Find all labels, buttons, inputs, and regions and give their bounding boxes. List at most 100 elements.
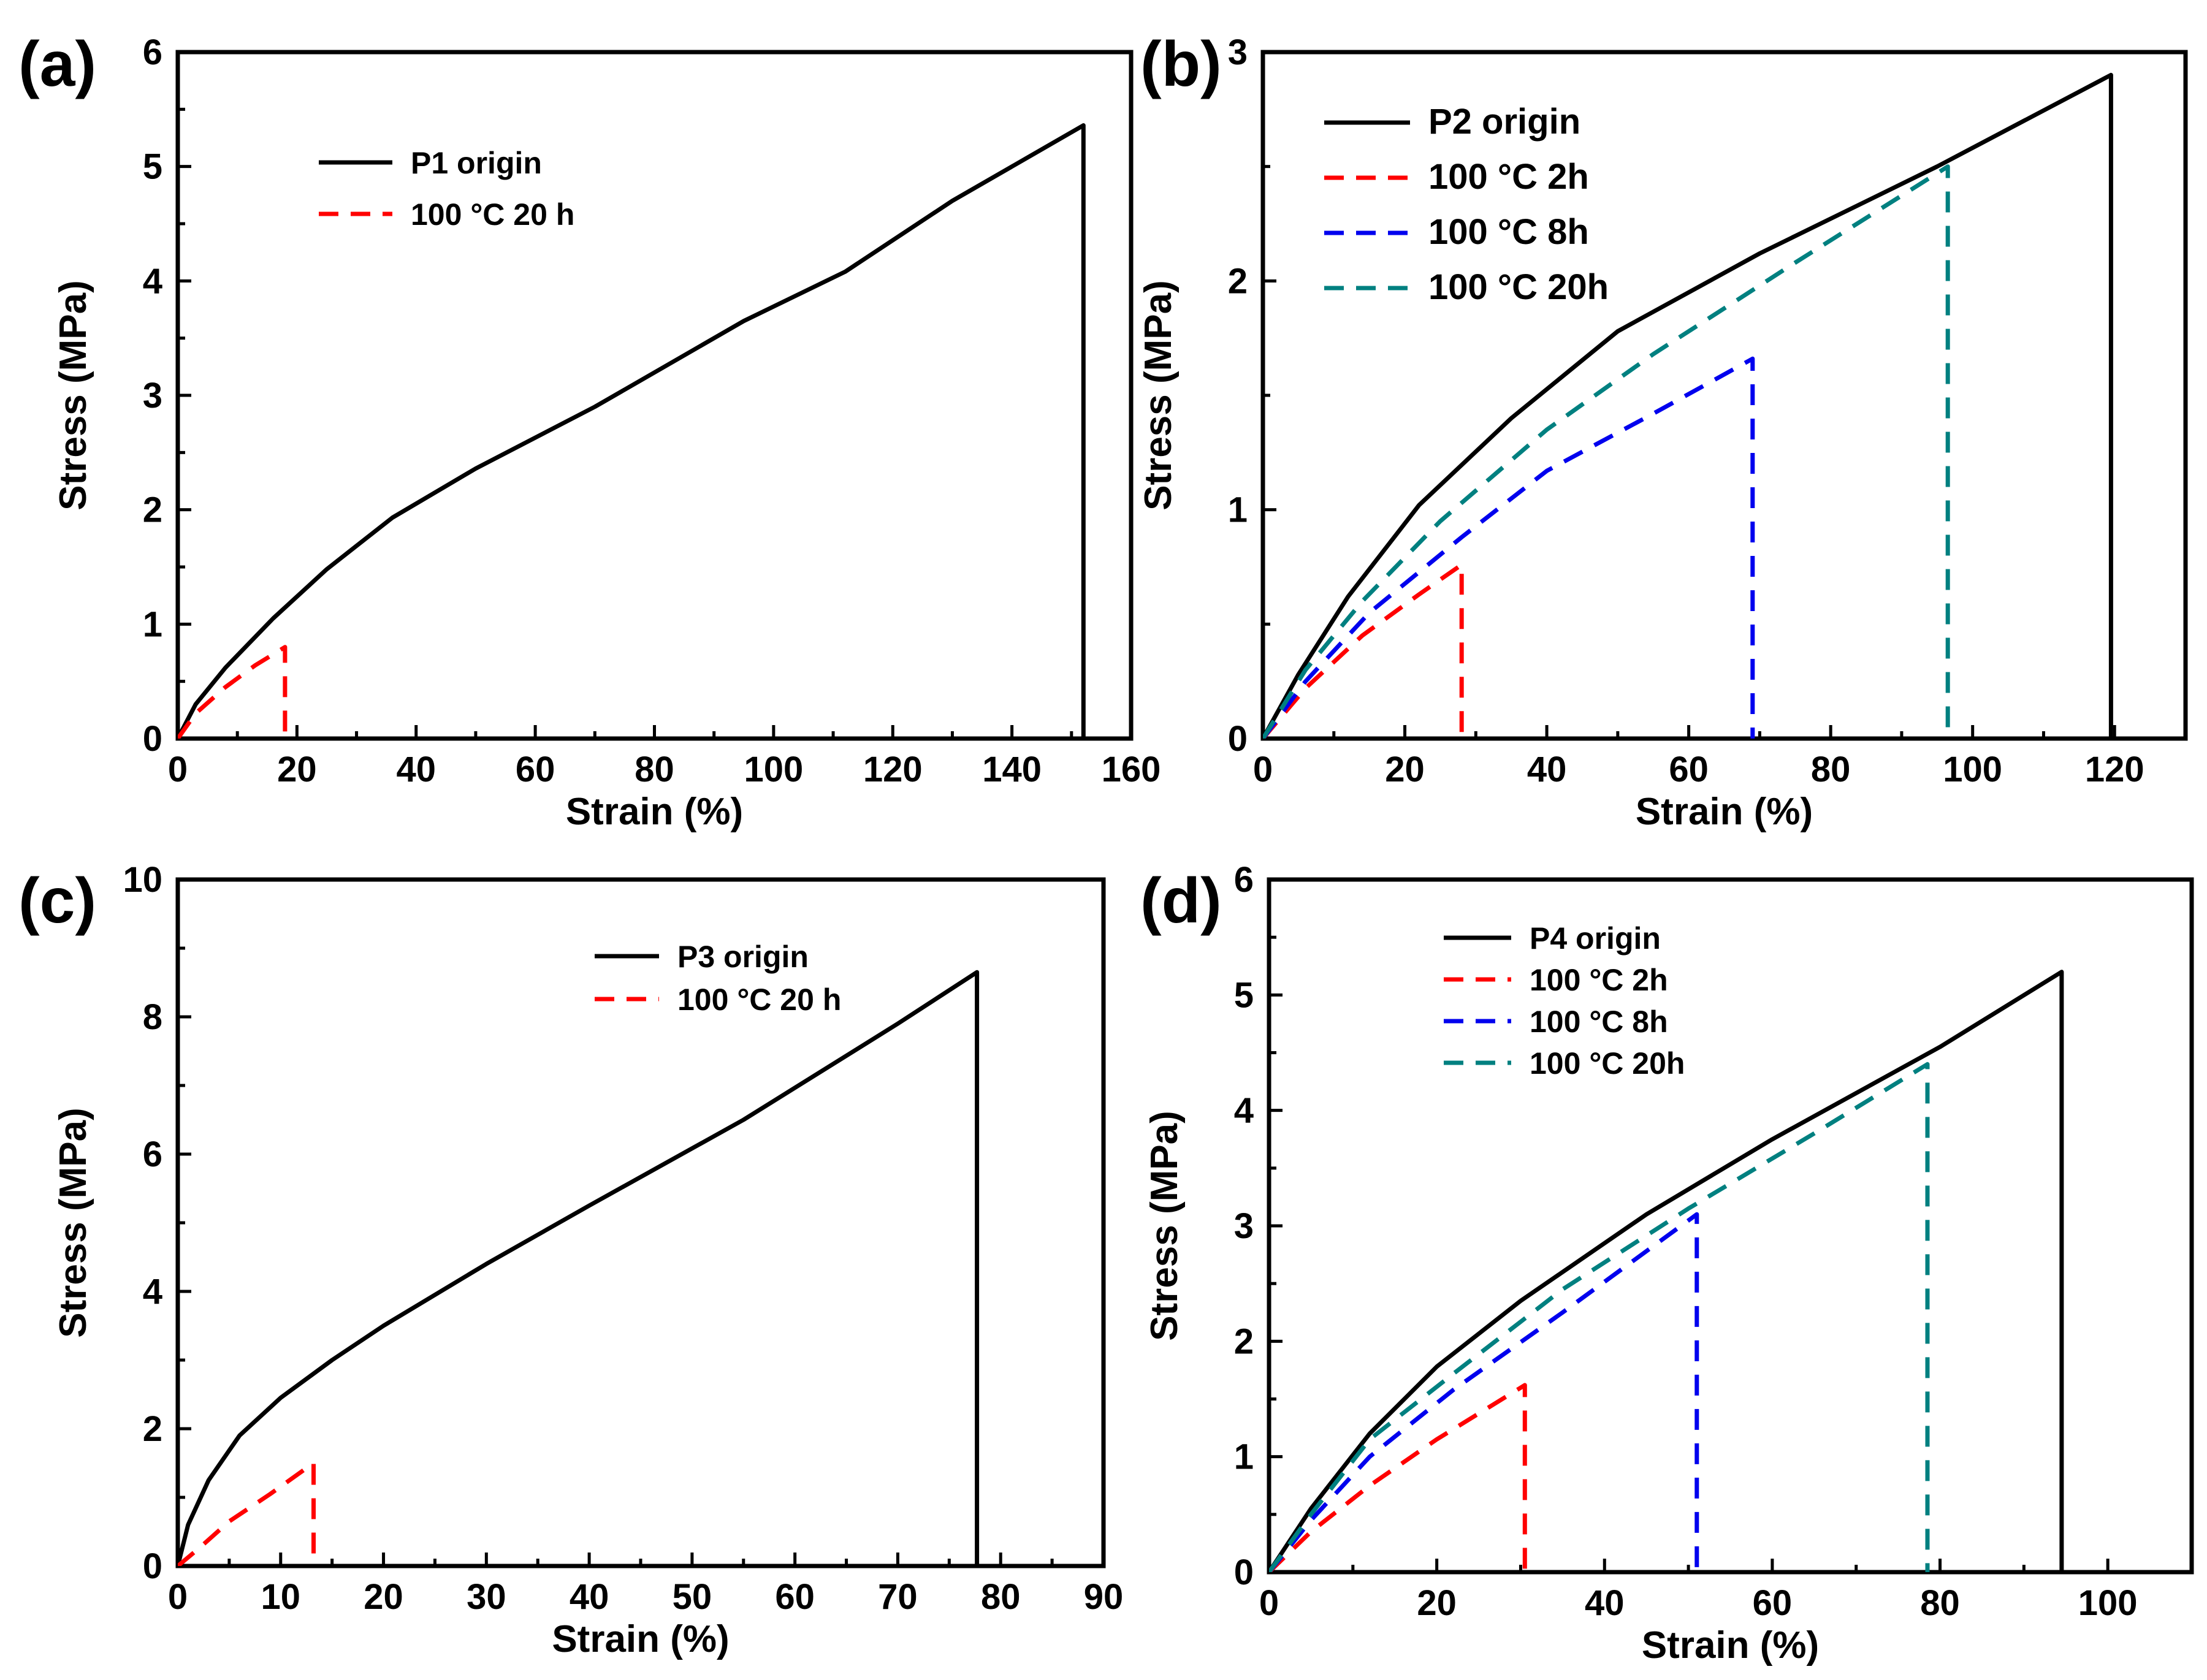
series-line (178, 970, 980, 1566)
x-tick-label: 50 (673, 1577, 712, 1617)
series-line (1263, 72, 2113, 739)
x-tick-label: 40 (570, 1577, 609, 1617)
y-tick-label: 5 (143, 147, 162, 187)
x-axis-label: Strain (%) (1642, 1624, 1819, 1667)
panel-label: (a) (18, 29, 96, 100)
y-axis-label: Stress (MPa) (1137, 280, 1180, 511)
plot-frame (175, 50, 1134, 741)
panel-c: (c) 0 10 20 30 40 50 60 70 80 90 0 2 4 6 8 10 Strain (%) S… (18, 860, 1123, 1660)
panel-label: (c) (18, 865, 96, 937)
series-line (1269, 1383, 1527, 1572)
y-tick-label: 0 (143, 1546, 162, 1586)
y-tick-label: 3 (1234, 1206, 1254, 1246)
x-axis-label: Strain (%) (1636, 791, 1813, 833)
legend: P3 origin 100 °C 20 h (595, 940, 841, 1017)
legend-label: 100 °C 8h (1428, 212, 1589, 252)
plot-frame (1267, 877, 2194, 1575)
series-line (1269, 1062, 1930, 1572)
legend-label: P4 origin (1530, 921, 1661, 956)
x-tick-label: 80 (1811, 750, 1851, 789)
x-axis-label: Strain (%) (566, 791, 743, 833)
y-tick-label: 2 (1228, 261, 1248, 301)
legend-label: 100 °C 2h (1428, 157, 1589, 197)
x-tick-label: 10 (261, 1577, 301, 1617)
panel-label: (d) (1140, 865, 1222, 937)
y-tick-label: 0 (143, 719, 162, 759)
series-line (178, 123, 1086, 739)
legend-label: 100 °C 20h (1428, 267, 1609, 307)
y-tick-label: 1 (1228, 490, 1248, 530)
x-tick-label: 60 (1669, 750, 1709, 789)
legend-label: P2 origin (1428, 102, 1580, 142)
panel-d: (d) 0 20 40 60 80 100 0 1 2 3 4 5 6 Strain (%) Stress (… (1140, 860, 2194, 1667)
y-tick-label: 8 (143, 997, 162, 1037)
y-tick-label: 2 (143, 1409, 162, 1449)
x-tick-label: 100 (1943, 750, 2002, 789)
series-line (178, 1461, 316, 1566)
y-tick-label: 6 (1234, 860, 1254, 900)
legend-label: P1 origin (411, 146, 542, 180)
legend: P4 origin 100 °C 2h 100 °C 8h 100 °C 20h (1444, 921, 1685, 1081)
plot-frame (1260, 50, 2188, 741)
x-tick-label: 60 (775, 1577, 815, 1617)
x-tick-label: 90 (1084, 1577, 1124, 1617)
y-axis-label: Stress (MPa) (52, 280, 94, 511)
x-tick-label: 120 (2085, 750, 2144, 789)
x-axis-label: Strain (%) (552, 1618, 729, 1660)
x-tick-label: 30 (467, 1577, 506, 1617)
x-tick-label: 160 (1102, 750, 1161, 789)
legend-label: 100 °C 2h (1530, 963, 1668, 997)
y-axis-label: Stress (MPa) (1143, 1111, 1186, 1341)
x-tick-label: 20 (1417, 1583, 1457, 1623)
y-tick-label: 5 (1234, 975, 1254, 1015)
x-tick-label: 0 (168, 750, 188, 789)
x-tick-label: 140 (982, 750, 1042, 789)
y-tick-label: 3 (1228, 32, 1248, 72)
series-line (1263, 164, 1950, 739)
y-tick-label: 1 (143, 604, 162, 644)
y-tick-label: 10 (123, 860, 162, 900)
legend: P2 origin 100 °C 2h 100 °C 8h 100 °C 20h (1324, 102, 1609, 307)
series-line (1263, 562, 1464, 739)
series-line (1269, 970, 2064, 1572)
panel-b: (b) 0 20 40 60 80 100 120 0 1 2 3 Strain (%) Stress (… (1137, 29, 2188, 833)
y-tick-label: 1 (1234, 1437, 1254, 1477)
legend-label: 100 °C 20 h (411, 197, 574, 232)
y-tick-label: 0 (1228, 719, 1248, 759)
panel-a: (a) 0 20 40 60 80 100 120 140 160 0 1 2 3 4 5 6 Strain (%… (18, 29, 1161, 833)
x-tick-label: 80 (981, 1577, 1021, 1617)
x-tick-label: 20 (277, 750, 317, 789)
y-tick-label: 4 (143, 1272, 162, 1312)
y-tick-label: 0 (1234, 1553, 1254, 1592)
legend-label: P3 origin (677, 940, 809, 974)
x-tick-label: 100 (744, 750, 803, 789)
series-line (178, 645, 288, 739)
x-tick-label: 70 (878, 1577, 918, 1617)
x-tick-label: 80 (1920, 1583, 1960, 1623)
legend-label: 100 °C 8h (1530, 1005, 1668, 1039)
y-tick-label: 2 (1234, 1321, 1254, 1361)
x-tick-label: 0 (168, 1577, 188, 1617)
x-tick-label: 100 (2078, 1583, 2138, 1623)
x-tick-label: 120 (863, 750, 923, 789)
x-tick-label: 40 (1527, 750, 1567, 789)
x-tick-label: 20 (1385, 750, 1425, 789)
legend-label: 100 °C 20 h (677, 983, 841, 1017)
legend-label: 100 °C 20h (1530, 1046, 1685, 1081)
x-tick-label: 40 (1585, 1583, 1625, 1623)
y-tick-label: 2 (143, 490, 162, 530)
x-tick-label: 80 (635, 750, 674, 789)
x-tick-label: 0 (1259, 1583, 1279, 1623)
series-line (1263, 356, 1755, 739)
panel-label: (b) (1140, 29, 1222, 100)
y-axis-label: Stress (MPa) (52, 1108, 94, 1338)
x-tick-label: 60 (1753, 1583, 1793, 1623)
y-tick-label: 4 (143, 261, 162, 301)
y-tick-label: 6 (143, 32, 162, 72)
x-tick-label: 20 (364, 1577, 403, 1617)
y-tick-label: 3 (143, 376, 162, 416)
x-tick-label: 0 (1253, 750, 1273, 789)
y-tick-label: 4 (1234, 1091, 1254, 1131)
legend: P1 origin 100 °C 20 h (319, 146, 574, 232)
